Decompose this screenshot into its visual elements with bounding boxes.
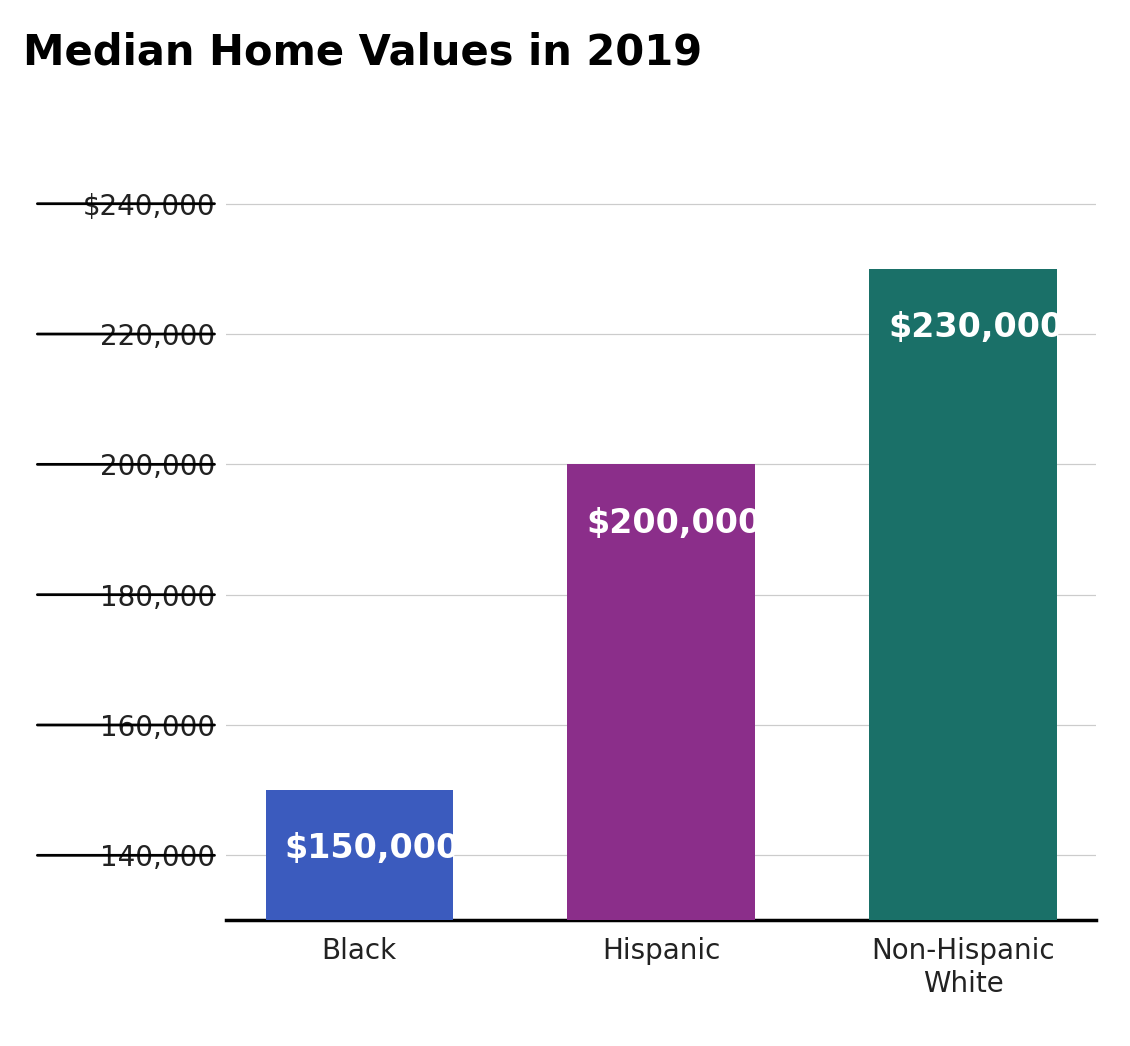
Bar (266, 790, 453, 1046)
Text: $230,000: $230,000 (888, 311, 1063, 344)
Bar (567, 464, 755, 1046)
Bar (869, 269, 1057, 1046)
Text: Median Home Values in 2019: Median Home Values in 2019 (23, 31, 702, 73)
Text: $150,000: $150,000 (285, 833, 460, 865)
Text: $200,000: $200,000 (586, 506, 762, 540)
